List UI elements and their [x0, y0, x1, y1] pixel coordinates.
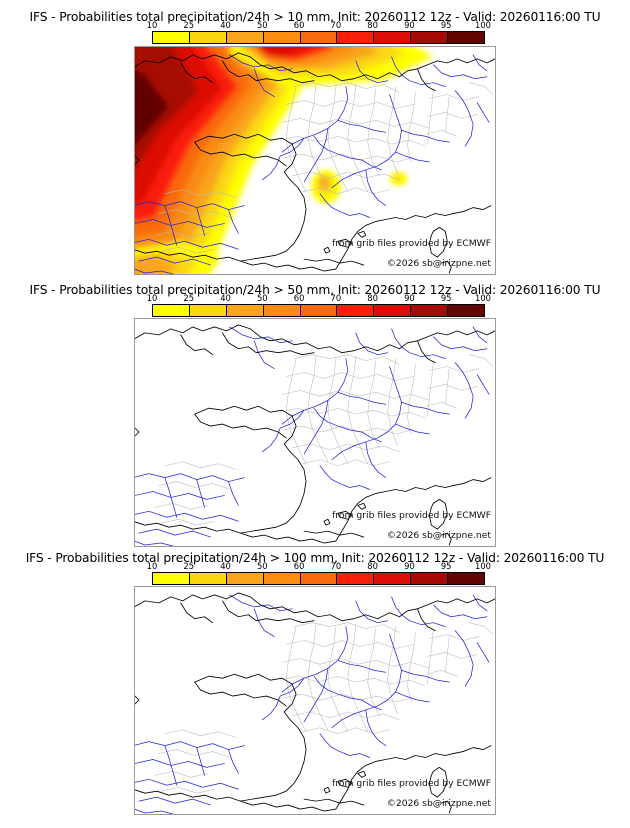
colorbar-cell [448, 32, 485, 43]
colorbar-tick: 60 [293, 20, 305, 30]
map-canvas [135, 47, 495, 274]
colorbar-tick: 10 [146, 561, 158, 571]
colorbar-tick: 95 [440, 20, 452, 30]
probability-spot-pyrenees [311, 169, 341, 204]
admin-boundaries [154, 354, 494, 526]
colorbar-cell [263, 305, 301, 316]
rivers [135, 326, 490, 546]
panel-title: IFS - Probabilities total precipitation/… [29, 283, 601, 297]
panel-50mm: IFS - Probabilities total precipitation/… [0, 278, 630, 547]
colorbar-tick: 95 [440, 561, 452, 571]
colorbar-cell [448, 573, 485, 584]
colorbar-cell [374, 305, 412, 316]
colorbar-ticks: 10 25 40 50 60 70 80 90 95 100 [147, 20, 491, 31]
colorbar-cell [189, 32, 227, 43]
rivers [135, 594, 490, 814]
map-100mm[interactable]: from grib files provided by ECMWF ©2026 … [134, 586, 496, 815]
colorbar-cell [337, 305, 375, 316]
colorbar-tick: 50 [256, 20, 268, 30]
colorbar-cell [263, 573, 301, 584]
colorbar-cell [300, 573, 338, 584]
copyright-credit: ©2026 sb@irizpne.net [386, 798, 491, 809]
grib-credit: from grib files provided by ECMWF [332, 778, 491, 789]
colorbar-cell [374, 573, 412, 584]
panel-100mm: IFS - Probabilities total precipitation/… [0, 546, 630, 828]
coastlines [135, 52, 495, 274]
copyright-credit: ©2026 sb@irizpne.net [386, 530, 491, 541]
colorbar-cell [226, 305, 264, 316]
colorbar-tick: 25 [183, 20, 195, 30]
colorbar-cell [374, 32, 412, 43]
colorbar-tick: 100 [475, 561, 491, 571]
colorbar-tick: 70 [330, 20, 342, 30]
colorbar-tick: 70 [330, 293, 342, 303]
colorbar-cell [411, 573, 449, 584]
colorbar: 10 25 40 50 60 70 80 90 95 100 [147, 561, 491, 585]
probability-spot-southeast [389, 171, 408, 186]
admin-boundaries [154, 622, 494, 794]
colorbar-cell [226, 32, 264, 43]
colorbar-tick: 90 [404, 20, 415, 30]
colorbar-cell [153, 32, 190, 43]
colorbar-tick: 80 [367, 561, 378, 571]
grib-credit: from grib files provided by ECMWF [332, 510, 491, 521]
colorbar-tick: 80 [367, 293, 378, 303]
colorbar-tick: 50 [256, 561, 268, 571]
colorbar-tick: 80 [367, 20, 378, 30]
colorbar-tick: 100 [475, 293, 491, 303]
colorbar-cell [189, 305, 227, 316]
colorbar-tick: 40 [220, 293, 231, 303]
colorbar-ticks: 10 25 40 50 60 70 80 90 95 100 [147, 561, 491, 572]
colorbar-tick: 10 [146, 293, 158, 303]
colorbar-cell [337, 573, 375, 584]
colorbar-tick: 40 [220, 561, 231, 571]
colorbar-tick: 25 [183, 293, 195, 303]
colorbar-strip [152, 304, 485, 317]
colorbar-tick: 40 [220, 20, 231, 30]
panel-title: IFS - Probabilities total precipitation/… [29, 10, 601, 24]
colorbar-tick: 95 [440, 293, 452, 303]
colorbar-tick: 25 [183, 561, 195, 571]
colorbar: 10 25 40 50 60 70 80 90 95 100 [147, 293, 491, 317]
map-canvas [135, 592, 495, 814]
coastlines [135, 324, 495, 546]
colorbar-strip [152, 572, 485, 585]
colorbar-tick: 100 [475, 20, 491, 30]
coastlines [135, 592, 495, 814]
colorbar-cell [411, 305, 449, 316]
colorbar-cell [263, 32, 301, 43]
colorbar-cell [337, 32, 375, 43]
colorbar-cell [300, 32, 338, 43]
colorbar-tick: 90 [404, 561, 415, 571]
colorbar: 10 25 40 50 60 70 80 90 95 100 [147, 20, 491, 44]
colorbar-tick: 70 [330, 561, 342, 571]
colorbar-strip [152, 31, 485, 44]
grib-credit: from grib files provided by ECMWF [332, 238, 491, 249]
colorbar-tick: 90 [404, 293, 415, 303]
map-10mm[interactable]: from grib files provided by ECMWF ©2026 … [134, 46, 496, 275]
map-50mm[interactable]: from grib files provided by ECMWF ©2026 … [134, 318, 496, 547]
copyright-credit: ©2026 sb@irizpne.net [386, 258, 491, 269]
colorbar-cell [189, 573, 227, 584]
colorbar-tick: 50 [256, 293, 268, 303]
probability-field [135, 47, 434, 274]
colorbar-tick: 60 [293, 561, 305, 571]
colorbar-ticks: 10 25 40 50 60 70 80 90 95 100 [147, 293, 491, 304]
panel-10mm: IFS - Probabilities total precipitation/… [0, 0, 630, 278]
colorbar-cell [411, 32, 449, 43]
map-canvas [135, 324, 495, 546]
colorbar-tick: 10 [146, 20, 158, 30]
colorbar-cell [153, 305, 190, 316]
colorbar-cell [153, 573, 190, 584]
colorbar-cell [448, 305, 485, 316]
colorbar-cell [226, 573, 264, 584]
colorbar-cell [300, 305, 338, 316]
colorbar-tick: 60 [293, 293, 305, 303]
panel-title: IFS - Probabilities total precipitation/… [25, 551, 605, 565]
